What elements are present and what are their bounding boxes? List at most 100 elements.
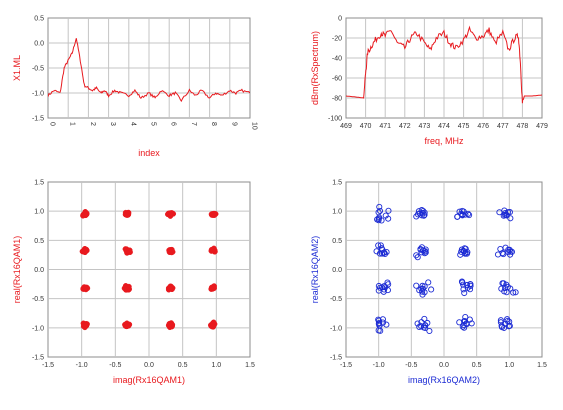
constellation-point bbox=[503, 212, 510, 219]
constellation-point bbox=[465, 210, 472, 217]
constellation-point bbox=[462, 313, 469, 321]
constellation-point bbox=[459, 323, 466, 330]
constellation-point bbox=[506, 246, 513, 253]
y-tick-label: -20 bbox=[332, 36, 342, 43]
constellation-point bbox=[125, 322, 131, 329]
constellation-point bbox=[210, 323, 216, 329]
constellation-point bbox=[419, 291, 426, 298]
constellation-point bbox=[385, 215, 392, 222]
x-tick-label: 1.0 bbox=[211, 362, 221, 369]
constellation-point bbox=[501, 324, 508, 331]
y-tick-label: -60 bbox=[332, 76, 342, 83]
y-tick-label: 0.0 bbox=[34, 41, 44, 48]
x-tick-label: 0.5 bbox=[472, 362, 482, 369]
x-tick-label: 472 bbox=[399, 123, 411, 130]
constellation-point bbox=[167, 248, 174, 254]
constellation-point bbox=[510, 289, 517, 296]
x-tick-label: 471 bbox=[379, 123, 391, 130]
x-tick-label: 477 bbox=[497, 123, 509, 130]
constellation-point bbox=[419, 285, 427, 292]
x-tick-label: 4 bbox=[129, 122, 136, 126]
constellation-point bbox=[462, 211, 469, 218]
constellation-point bbox=[505, 209, 512, 216]
constellation-point bbox=[417, 246, 424, 253]
constellation-point bbox=[381, 283, 388, 290]
constellation-point bbox=[167, 213, 174, 219]
y-axis-label: X1.ML bbox=[12, 55, 22, 81]
x-tick-label: 1.0 bbox=[504, 362, 514, 369]
x-tick-label: 470 bbox=[360, 123, 372, 130]
x-tick-label: 2 bbox=[89, 122, 96, 126]
x-tick-label: 0.0 bbox=[439, 362, 449, 369]
x-tick-label: 476 bbox=[477, 123, 489, 130]
y-axis-label: real(Rx16QAM1) bbox=[12, 236, 22, 304]
x-tick-label: 10 bbox=[251, 122, 258, 130]
constellation-point bbox=[496, 209, 503, 216]
constellation-point bbox=[413, 252, 420, 259]
chart-panel-1: 0 1 2 3 4 5 6 7 8 9 10 0.5 0.0 -0.5 -1.0 -1.5 index X1.ML bbox=[12, 16, 258, 159]
constellation-point bbox=[499, 280, 506, 287]
constellation-point bbox=[376, 203, 383, 210]
x-tick-label: -1.0 bbox=[373, 362, 385, 369]
y-tick-label: -80 bbox=[332, 96, 342, 103]
x-tick-label: -0.5 bbox=[405, 362, 417, 369]
y-tick-label: -1.0 bbox=[32, 91, 44, 98]
y-tick-label: -40 bbox=[332, 56, 342, 63]
constellation-point bbox=[414, 211, 422, 218]
constellation-point bbox=[373, 248, 380, 255]
constellation-point bbox=[459, 211, 466, 218]
x-tick-label: 479 bbox=[536, 123, 548, 130]
y-tick-label: -1.5 bbox=[32, 116, 44, 123]
x-tick-label: 9 bbox=[230, 122, 237, 126]
constellation-point bbox=[81, 211, 88, 217]
constellation-point bbox=[504, 316, 511, 323]
x-tick-label: 0.0 bbox=[144, 362, 154, 369]
x-tick-label: 478 bbox=[517, 123, 529, 130]
x-tick-label: 3 bbox=[109, 122, 116, 126]
y-tick-label: 1.5 bbox=[332, 180, 342, 187]
constellation-point bbox=[376, 207, 384, 214]
y-axis-label: dBm(RxSpectrum) bbox=[310, 31, 320, 105]
chart-panel-4: -1.5 -1.0 -0.5 0.0 0.5 1.0 1.5 1.5 1.0 0.5 0.0 -0.5… bbox=[310, 180, 547, 386]
constellation-point bbox=[500, 212, 507, 219]
constellation-point bbox=[166, 285, 173, 292]
constellation-point bbox=[426, 327, 433, 335]
x-axis-label: imag(Rx16QAM2) bbox=[408, 375, 480, 385]
constellation-point bbox=[383, 249, 390, 256]
constellation-point bbox=[377, 242, 384, 249]
series-line bbox=[48, 38, 250, 103]
x-axis-label: imag(Rx16QAM1) bbox=[113, 375, 185, 385]
constellation-point bbox=[210, 285, 217, 291]
y-tick-label: -0.5 bbox=[32, 66, 44, 73]
constellation-point bbox=[384, 287, 391, 294]
x-axis-label: index bbox=[138, 148, 160, 158]
y-tick-label: -1.5 bbox=[32, 355, 44, 362]
y-tick-label: 0.5 bbox=[332, 238, 342, 245]
constellation-point bbox=[125, 284, 131, 291]
constellation-point bbox=[422, 249, 429, 256]
constellation-point bbox=[461, 289, 468, 297]
constellation-point bbox=[209, 247, 216, 253]
x-tick-label: 0 bbox=[49, 122, 56, 126]
y-tick-label: 0.0 bbox=[332, 267, 342, 274]
y-tick-label: 0.0 bbox=[34, 267, 44, 274]
y-tick-label: -1.5 bbox=[330, 355, 342, 362]
constellation-point bbox=[503, 289, 510, 296]
constellation-point bbox=[82, 322, 89, 328]
constellation-point bbox=[378, 245, 385, 252]
chart-panel-3: -1.5 -1.0 -0.5 0.0 0.5 1.0 1.5 1.5 1.0 0.5 0.0 -0.5… bbox=[12, 180, 255, 386]
x-tick-label: 473 bbox=[419, 123, 431, 130]
constellation-point bbox=[123, 212, 130, 218]
constellation-point bbox=[421, 315, 428, 322]
constellation-point bbox=[375, 316, 382, 323]
y-tick-label: 1.5 bbox=[34, 180, 44, 187]
x-tick-label: 474 bbox=[438, 123, 450, 130]
y-tick-label: 1.0 bbox=[34, 209, 44, 216]
series-line bbox=[346, 25, 542, 104]
constellation-point bbox=[419, 209, 426, 216]
constellation-point bbox=[419, 282, 426, 289]
constellation-point bbox=[458, 246, 465, 253]
constellation-point bbox=[419, 288, 426, 295]
constellation-point bbox=[425, 279, 432, 286]
